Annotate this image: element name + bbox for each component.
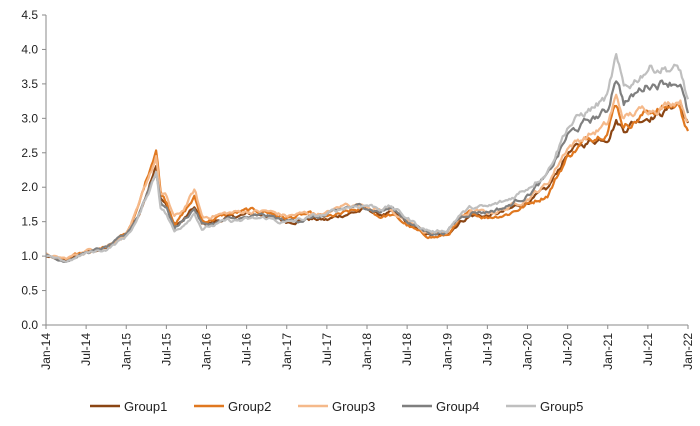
x-tick-label: Jan-15 [119,333,133,370]
series-line-group1 [45,101,690,262]
x-tick-label: Jan-22 [681,333,695,370]
y-tick-label: 1.5 [21,215,38,229]
x-tick-label: Jan-19 [440,333,454,370]
x-tick-label: Jul-19 [480,333,494,366]
y-tick-label: 2.5 [21,146,38,160]
legend-label-group4: Group4 [436,399,479,414]
x-tick-label: Jul-17 [320,333,334,366]
x-tick-label: Jan-14 [39,333,53,370]
y-axis-ticks: 0.0 0.5 1.0 1.5 2.0 2.5 3.0 3.5 4.0 4.5 [21,8,46,332]
x-tick-label: Jul-14 [79,333,93,366]
x-tick-label: Jul-16 [240,333,254,366]
series-line-group5 [45,53,690,263]
series-layer [45,53,690,263]
x-axis-ticks: Jan-14 Jul-14 Jan-15 Jul-15 Jan-16 Jul-16 Jan-… [39,325,695,370]
legend: Group1 Group2 Group3 Group4 Group5 [90,399,583,414]
y-tick-label: 4.0 [21,42,38,56]
x-tick-label: Jul-18 [400,333,414,366]
legend-label-group1: Group1 [124,399,167,414]
x-tick-label: Jul-15 [159,333,173,366]
y-tick-label: 1.0 [21,249,38,263]
x-tick-label: Jan-16 [200,333,214,370]
x-tick-label: Jul-20 [561,333,575,366]
x-tick-label: Jan-18 [360,333,374,370]
series-line-group3 [45,93,689,260]
legend-label-group2: Group2 [228,399,271,414]
series-line-group2 [45,101,690,260]
y-tick-label: 0.0 [21,318,38,332]
y-tick-label: 3.0 [21,111,38,125]
y-tick-label: 4.5 [21,8,38,22]
y-tick-label: 2.0 [21,180,38,194]
x-tick-label: Jan-21 [601,333,615,370]
x-tick-label: Jan-17 [280,333,294,370]
x-tick-label: Jan-20 [521,333,535,370]
y-tick-label: 3.5 [21,77,38,91]
x-tick-label: Jul-21 [641,333,655,366]
legend-label-group5: Group5 [540,399,583,414]
y-tick-label: 0.5 [21,284,38,298]
legend-label-group3: Group3 [332,399,375,414]
